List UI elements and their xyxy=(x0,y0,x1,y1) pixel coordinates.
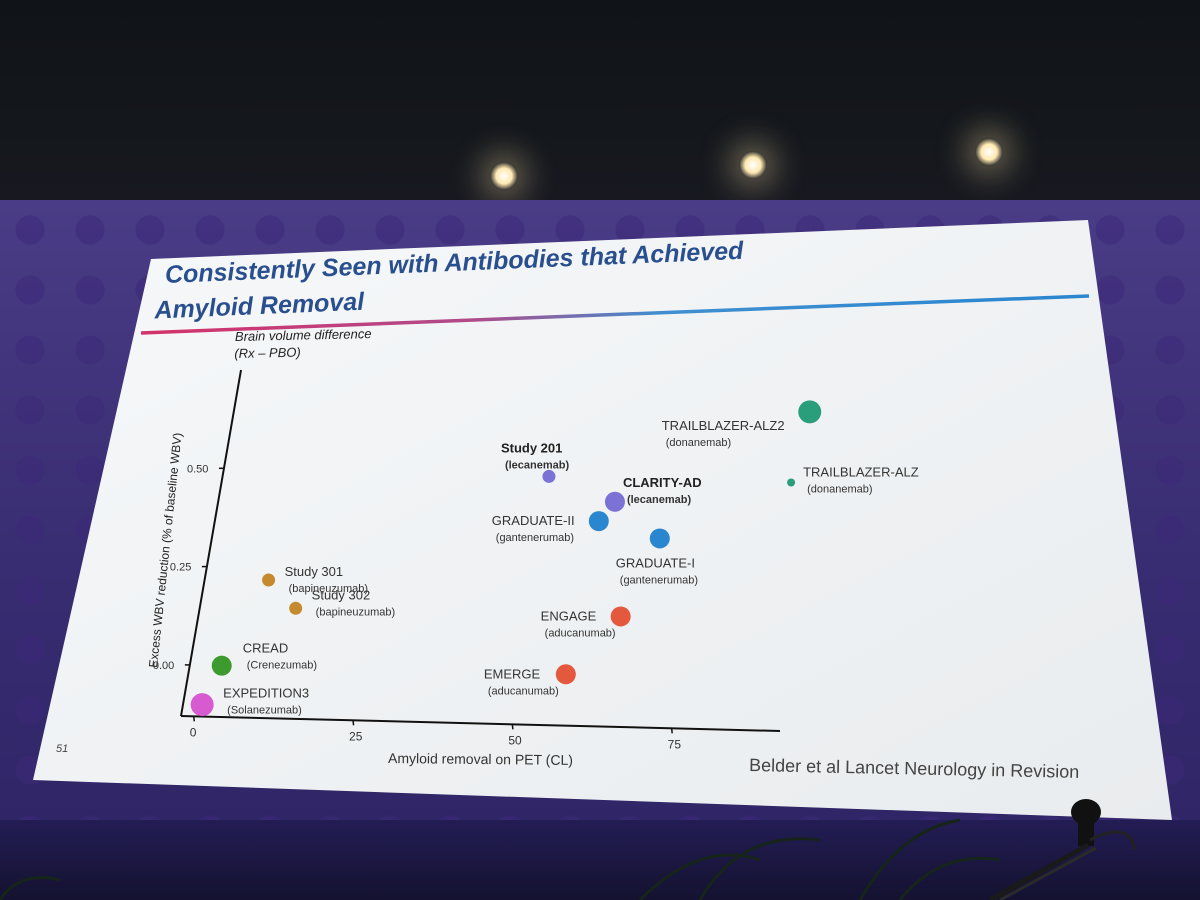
point-label: EMERGE xyxy=(484,666,541,681)
data-point-group: Study 302 (bapineuzumab) xyxy=(289,587,395,618)
slide-page-number: 51 xyxy=(56,743,68,755)
x-tick-label: 0 xyxy=(190,725,197,739)
point-label: CLARITY-AD xyxy=(623,475,702,490)
point-drug-label: (lecanemab) xyxy=(627,494,692,506)
y-tick-label: 0.50 xyxy=(187,463,208,475)
data-point-group: TRAILBLAZER-ALZ (donanemab) xyxy=(787,464,919,495)
point-drug-label: (Solanezumab) xyxy=(227,705,302,717)
data-point-group: CLARITY-AD (lecanemab) xyxy=(604,475,702,512)
data-point xyxy=(211,655,232,676)
point-drug-label: (gantenerumab) xyxy=(620,574,698,586)
x-tick xyxy=(352,720,355,726)
point-label: TRAILBLAZER-ALZ2 xyxy=(662,418,785,433)
data-point xyxy=(588,511,609,532)
data-point-group: CREAD (Crenezumab) xyxy=(211,641,317,676)
point-drug-label: (bapineuzumab) xyxy=(289,583,369,595)
point-drug-label: (Crenezumab) xyxy=(247,660,317,672)
stage-plants xyxy=(0,818,1001,900)
x-tick xyxy=(192,716,195,722)
data-point-group: ENGAGE (aducanumab) xyxy=(541,606,631,639)
data-point-group: GRADUATE-II (gantenerumab) xyxy=(492,511,609,544)
data-point xyxy=(542,469,556,483)
y-header-line2: (Rx – PBO) xyxy=(234,345,301,361)
point-label: EXPEDITION3 xyxy=(223,686,309,701)
data-point-group: Study 301 (bapineuzumab) xyxy=(262,564,368,595)
point-drug-label: (gantenerumab) xyxy=(496,532,574,544)
point-label: GRADUATE-II xyxy=(492,513,575,528)
point-label: ENGAGE xyxy=(541,608,597,623)
title-underline xyxy=(140,294,1090,335)
tick-layer: 0 25 50 75 0.00 0.25 0.50 xyxy=(153,463,681,751)
x-tick xyxy=(511,724,514,730)
data-point xyxy=(787,478,796,487)
point-label: TRAILBLAZER-ALZ xyxy=(803,464,919,479)
data-points-layer: TRAILBLAZER-ALZ2(donanemab)TRAILBLAZER-A… xyxy=(190,400,919,717)
data-point xyxy=(798,400,822,424)
y-tick-label: 0.00 xyxy=(153,660,174,672)
data-point xyxy=(262,573,276,587)
point-label: Study 301 xyxy=(285,564,344,579)
spotlight-right xyxy=(975,138,1003,166)
point-label: GRADUATE-I xyxy=(616,555,695,570)
point-drug-label: (aducanumab) xyxy=(545,627,616,639)
point-drug-label: (aducanumab) xyxy=(488,685,559,697)
data-point-group: EXPEDITION3 (Solanezumab) xyxy=(190,686,309,717)
point-drug-label: (lecanemab) xyxy=(505,459,570,471)
spotlight-left xyxy=(490,162,518,190)
point-drug-label: (bapineuzumab) xyxy=(316,606,396,618)
data-point xyxy=(190,693,214,717)
point-label: CREAD xyxy=(243,641,289,656)
x-axis-title: Amyloid removal on PET (CL) xyxy=(388,750,573,768)
spotlight-center xyxy=(739,151,767,179)
point-drug-label: (donanemab) xyxy=(666,437,731,449)
x-tick xyxy=(670,728,673,734)
data-point xyxy=(610,606,631,627)
x-axis xyxy=(180,715,781,732)
data-point xyxy=(649,528,670,549)
data-point-group: TRAILBLAZER-ALZ2 (donanemab) xyxy=(662,400,822,449)
data-point xyxy=(604,491,625,512)
lectern-microphone xyxy=(988,799,1137,900)
point-label: Study 302 xyxy=(312,587,371,602)
point-label: Study 201 xyxy=(501,440,562,455)
data-point xyxy=(289,601,303,615)
y-header-line1: Brain volume difference xyxy=(235,326,372,344)
y-axis xyxy=(180,369,242,717)
data-point-group: Study 201 (lecanemab) xyxy=(501,440,570,483)
data-point xyxy=(555,664,576,685)
point-drug-label: (donanemab) xyxy=(807,483,872,495)
x-tick-label: 75 xyxy=(668,737,682,751)
data-point-group: EMERGE (aducanumab) xyxy=(484,664,576,697)
x-tick-label: 50 xyxy=(508,733,522,747)
data-point-group: GRADUATE-I (gantenerumab) xyxy=(616,528,698,586)
x-tick-label: 25 xyxy=(349,729,363,743)
y-tick-label: 0.25 xyxy=(170,562,191,574)
